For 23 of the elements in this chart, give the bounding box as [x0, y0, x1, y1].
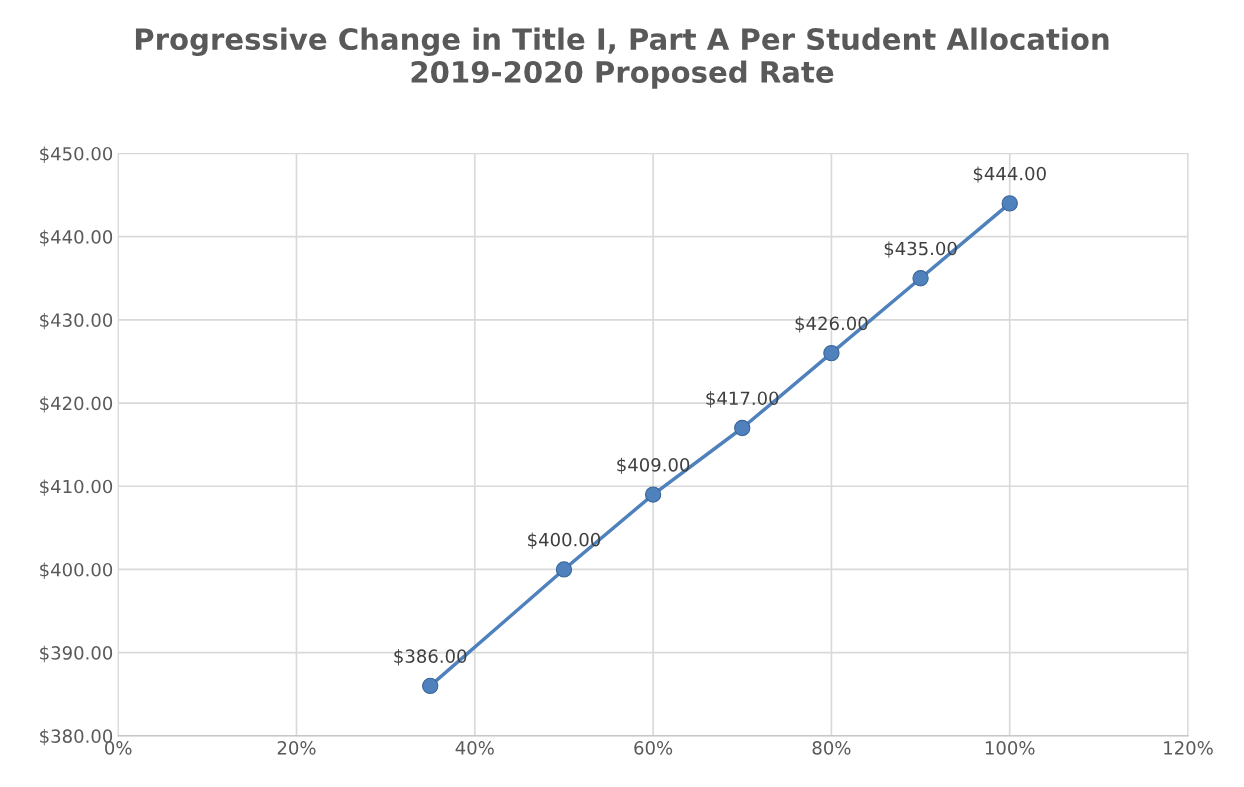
y-tick-label: $420.00: [40, 396, 113, 413]
x-tick-label: 60%: [634, 741, 673, 755]
point: [912, 270, 929, 287]
x-tick-label: 80%: [812, 741, 851, 755]
point: [422, 677, 439, 695]
point: [1001, 195, 1018, 212]
x-tick-label: 100%: [985, 741, 1035, 755]
x-tick-label: 20%: [277, 741, 316, 755]
point: [823, 344, 840, 362]
point: [555, 561, 573, 578]
y-tick-label: $390.00: [40, 645, 113, 663]
x-tick-label: 40%: [455, 741, 494, 755]
y-tick-label: $400.00: [40, 562, 113, 579]
data-label: $409.00: [617, 457, 690, 475]
data-label: $444.00: [973, 166, 1046, 183]
x-tick-label: 120%: [1164, 741, 1213, 755]
chart-title: Progressive Change in Title I, Part A Per Student Allocation 2019-2020 Proposed Rate: [135, 27, 1109, 89]
point: [734, 419, 751, 437]
y-tick-label: $440.00: [40, 229, 113, 247]
y-tick-label: $450.00: [40, 146, 113, 163]
y-tick-label: $430.00: [40, 313, 113, 330]
y-tick-label: $410.00: [40, 479, 113, 496]
point: [644, 486, 662, 503]
